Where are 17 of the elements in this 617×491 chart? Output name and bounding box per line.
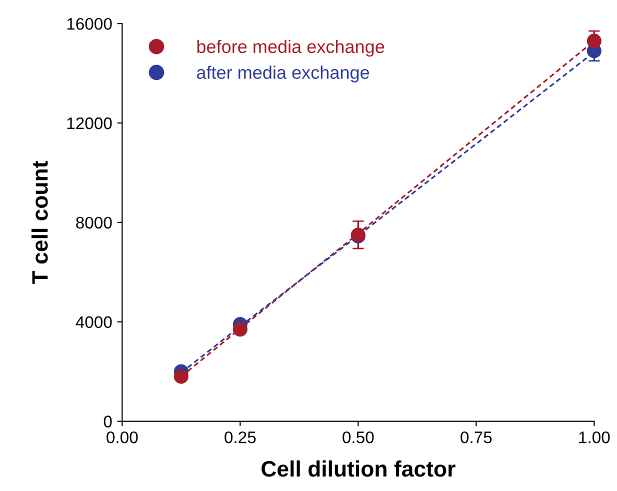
x-tick-label: 0.50 [342,431,374,444]
x-tick-label: 1.00 [579,431,610,444]
point [174,369,188,384]
point [232,322,248,337]
x-tick-label: 0.00 [106,431,138,444]
legend-label: after media exchange [196,66,370,83]
legend-label: before media exchange [197,40,384,57]
x-axis-title: Cell dilution factor [262,460,456,477]
y-tick-label: 4000 [76,316,112,328]
y-tick-label: 12000 [67,117,112,130]
point [586,34,602,48]
y-tick-label: 16000 [67,18,112,30]
x-tick-label: 0.25 [224,431,256,444]
x-tick-label: 0.75 [460,431,492,444]
y-tick-label: 8000 [76,216,112,229]
y-tick-label: 0 [104,416,112,428]
y-axis-title: T cell count [32,160,48,284]
